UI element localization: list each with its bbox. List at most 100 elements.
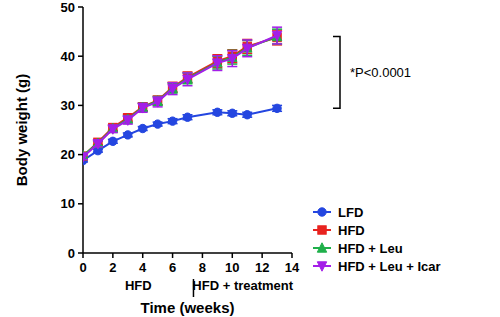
- series: [83, 29, 282, 160]
- error-cap: [272, 26, 282, 28]
- legend-label: LFD: [338, 205, 363, 220]
- error-cap: [242, 39, 252, 41]
- marker: [168, 117, 176, 125]
- x-tick-label: 8: [199, 260, 206, 275]
- error-cap: [242, 56, 252, 58]
- legend-entry: HFD + Leu: [313, 241, 403, 256]
- marker: [183, 75, 192, 84]
- marker: [124, 131, 132, 139]
- error-bar: [168, 83, 178, 95]
- legend-label: HFD + Leu: [338, 241, 403, 256]
- legend-label: HFD + Leu + Icar: [338, 259, 441, 274]
- x-tick-label: 12: [255, 260, 269, 275]
- marker: [138, 104, 147, 113]
- error-cap: [227, 49, 237, 51]
- legend-marker: [318, 208, 326, 216]
- error-bar: [227, 51, 237, 67]
- error-bar: [183, 73, 193, 86]
- series-line: [83, 108, 277, 160]
- marker: [273, 104, 281, 112]
- y-axis-label: Body weight (g): [13, 74, 30, 187]
- marker: [272, 31, 281, 40]
- error-cap: [168, 82, 178, 84]
- error-bar: [153, 97, 163, 107]
- phase-label: HFD: [125, 278, 152, 293]
- legend-marker: [317, 243, 326, 252]
- y-tick: [78, 6, 83, 8]
- significance-bracket: [333, 37, 340, 109]
- phase-label: HFD + treatment: [192, 278, 293, 293]
- marker: [153, 120, 161, 128]
- y-tick-label: 30: [61, 98, 75, 113]
- x-tick: [142, 253, 144, 258]
- legend-label: HFD: [338, 223, 365, 238]
- series-line: [83, 38, 277, 157]
- y-tick: [78, 105, 83, 107]
- error-bar: [272, 27, 282, 44]
- x-axis-label: Time (weeks): [141, 299, 235, 316]
- x-tick-label: 10: [225, 260, 239, 275]
- series: [83, 30, 282, 160]
- marker: [109, 137, 117, 145]
- error-cap: [212, 54, 222, 56]
- x-tick: [291, 253, 293, 258]
- error-bar: [242, 40, 252, 57]
- marker: [243, 111, 251, 119]
- error-cap: [227, 50, 237, 52]
- x-axis: [83, 252, 292, 254]
- y-tick: [78, 203, 83, 205]
- legend-entry: LFD: [313, 205, 363, 220]
- legend-entry: HFD + Leu + Icar: [313, 259, 441, 274]
- error-cap: [183, 71, 193, 73]
- legend-entry: HFD: [313, 223, 365, 238]
- x-tick: [261, 253, 263, 258]
- marker: [243, 44, 252, 53]
- x-tick: [232, 253, 234, 258]
- y-tick-label: 40: [61, 49, 75, 64]
- series: [83, 104, 282, 165]
- error-cap: [183, 72, 193, 74]
- legend-marker: [317, 262, 326, 271]
- marker: [183, 113, 191, 121]
- marker: [153, 98, 162, 107]
- y-tick-label: 20: [61, 147, 75, 162]
- y-tick-label: 10: [61, 196, 75, 211]
- error-cap: [212, 70, 222, 72]
- series: [83, 27, 282, 162]
- series-line: [83, 36, 277, 158]
- x-tick-label: 2: [109, 260, 116, 275]
- phase-divider: [193, 279, 195, 297]
- marker: [213, 108, 221, 116]
- error-cap: [272, 43, 282, 45]
- marker: [83, 153, 88, 162]
- series-line: [83, 37, 277, 156]
- marker: [139, 124, 147, 132]
- plot-marks: [83, 27, 282, 165]
- chart: 0102030405002468101214Body weight (g)HFD…: [0, 0, 500, 317]
- x-tick: [112, 253, 114, 258]
- significance-label: *P<0.0001: [350, 65, 411, 80]
- x-tick-label: 14: [285, 260, 300, 275]
- error-cap: [272, 44, 282, 46]
- error-cap: [272, 43, 282, 45]
- marker: [123, 116, 132, 125]
- marker: [228, 109, 236, 117]
- y-tick: [78, 55, 83, 57]
- y-tick-label: 50: [61, 0, 75, 15]
- error-cap: [212, 55, 222, 57]
- x-tick: [202, 253, 204, 258]
- y-tick-label: 0: [68, 246, 75, 261]
- x-tick: [82, 253, 84, 258]
- marker: [213, 59, 222, 68]
- x-tick-label: 0: [79, 260, 86, 275]
- marker: [228, 54, 237, 63]
- legend-marker: [318, 226, 326, 234]
- marker: [93, 140, 102, 149]
- x-tick: [172, 253, 174, 258]
- error-cap: [242, 39, 252, 41]
- error-cap: [183, 72, 193, 74]
- marker: [168, 84, 177, 93]
- error-cap: [168, 82, 178, 84]
- y-axis: [82, 7, 84, 253]
- error-cap: [227, 50, 237, 52]
